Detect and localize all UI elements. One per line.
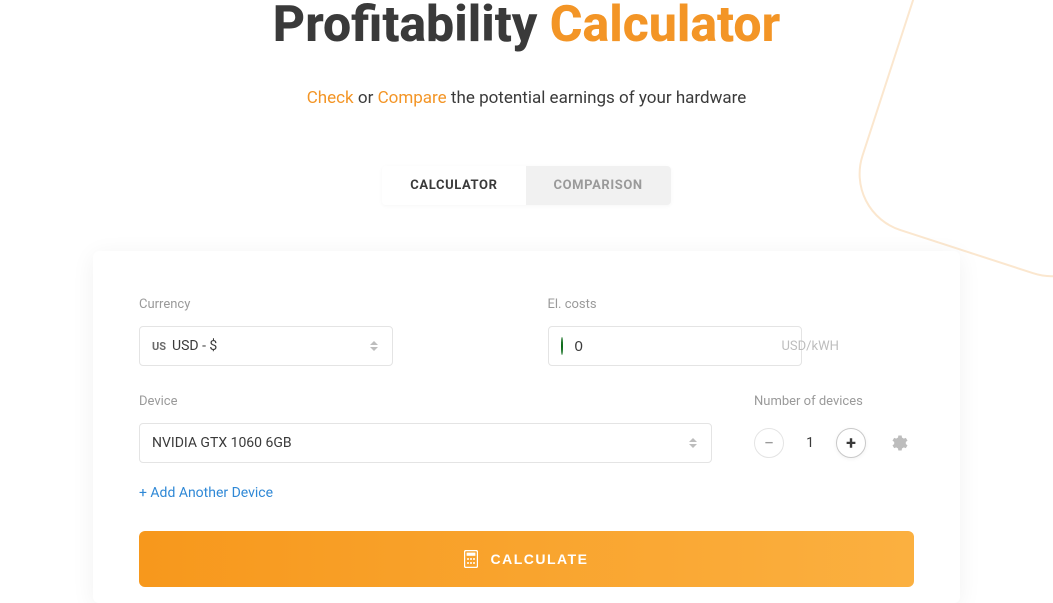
elcost-input-wrapper: USD/kWH <box>548 326 802 366</box>
device-count-label: Number of devices <box>754 394 914 409</box>
device-count-stepper: − 1 + <box>754 423 914 463</box>
subtitle-check-link[interactable]: Check <box>307 88 354 108</box>
device-field: Device NVIDIA GTX 1060 6GB <box>139 394 712 463</box>
dropdown-caret-icon <box>370 340 378 352</box>
currency-label: Currency <box>139 297 506 312</box>
title-word-2: Calculator <box>550 0 780 54</box>
calculator-card: Currency US USD - $ El. costs USD/kWH De… <box>93 251 960 603</box>
device-value: NVIDIA GTX 1060 6GB <box>152 435 292 451</box>
device-select[interactable]: NVIDIA GTX 1060 6GB <box>139 423 712 463</box>
row-device-count: Device NVIDIA GTX 1060 6GB Number of dev… <box>139 394 914 463</box>
elcost-label: El. costs <box>548 297 915 312</box>
subtitle-or: or <box>358 88 373 108</box>
currency-field: Currency US USD - $ <box>139 297 506 366</box>
currency-flag: US <box>152 340 166 353</box>
subtitle: Check or Compare the potential earnings … <box>307 88 747 108</box>
title-word-1: Profitability <box>273 0 538 54</box>
elcost-input[interactable] <box>575 338 774 355</box>
gear-icon[interactable] <box>888 433 908 453</box>
calculator-icon <box>464 550 478 568</box>
globe-icon[interactable] <box>561 337 563 355</box>
device-count-field: Number of devices − 1 + <box>754 394 914 463</box>
calculate-button[interactable]: CALCULATE <box>139 531 914 587</box>
tab-comparison[interactable]: COMPARISON <box>526 166 671 205</box>
row-currency-cost: Currency US USD - $ El. costs USD/kWH <box>139 297 914 366</box>
elcost-unit: USD/kWH <box>782 339 839 354</box>
page: Profitability Calculator Check or Compar… <box>0 0 1053 603</box>
dropdown-caret-icon <box>689 437 697 449</box>
tab-calculator[interactable]: CALCULATOR <box>382 166 525 205</box>
decrement-button[interactable]: − <box>754 428 784 458</box>
subtitle-compare-link[interactable]: Compare <box>378 88 447 108</box>
page-title: Profitability Calculator <box>273 0 780 54</box>
tabs: CALCULATOR COMPARISON <box>382 166 670 205</box>
currency-select[interactable]: US USD - $ <box>139 326 393 366</box>
subtitle-tail: the potential earnings of your hardware <box>451 88 746 108</box>
add-device-link[interactable]: + Add Another Device <box>139 485 273 501</box>
increment-button[interactable]: + <box>836 428 866 458</box>
device-label: Device <box>139 394 712 409</box>
device-count-value: 1 <box>798 435 822 451</box>
calculate-button-label: CALCULATE <box>490 551 588 567</box>
currency-value: USD - $ <box>172 338 217 354</box>
elcost-field: El. costs USD/kWH <box>548 297 915 366</box>
